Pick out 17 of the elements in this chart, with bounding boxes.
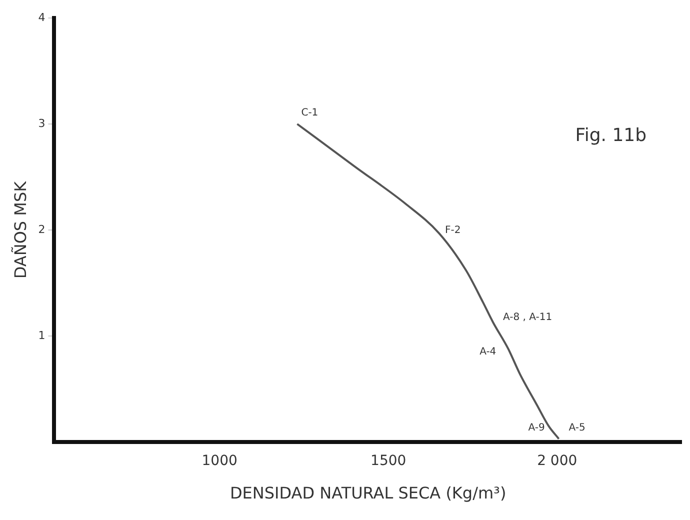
y-tick-label: 4 <box>38 10 46 24</box>
annotation: F-2 <box>444 224 461 236</box>
annotation: C-1 <box>301 108 318 119</box>
x-axis-title: DENSIDAD NATURAL SECA (Kg/m³) <box>230 484 506 503</box>
annotation: A-5 <box>568 422 586 434</box>
line-series <box>296 123 560 440</box>
y-tick-label: 1 <box>38 328 46 342</box>
x-tick-label: 2 000 <box>537 453 578 470</box>
annotation: A-8 , A-11 <box>502 312 552 323</box>
annotation: A-9 <box>528 422 545 434</box>
y-tick-label: 2 <box>38 222 46 236</box>
y-axis-title: DAÑOS MSK <box>10 180 30 279</box>
annotation: A-4 <box>480 346 496 358</box>
x-tick-label: 1000 <box>202 453 238 470</box>
x-tick-label: 1500 <box>370 453 406 470</box>
annotation: Fig. 11b <box>575 124 647 146</box>
y-tick-label: 3 <box>38 116 46 130</box>
